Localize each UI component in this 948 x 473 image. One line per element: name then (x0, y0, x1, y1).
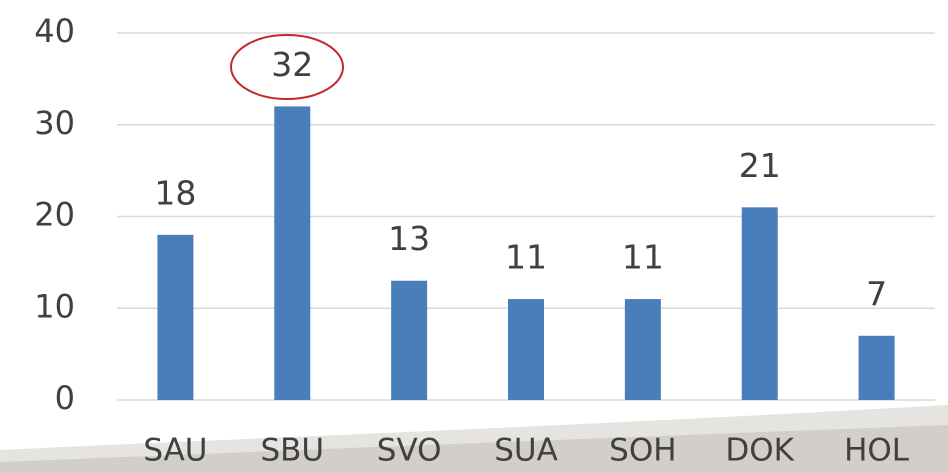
bar (624, 299, 661, 400)
bar (157, 234, 194, 400)
data-label: 21 (739, 146, 781, 185)
y-tick-label: 30 (34, 104, 75, 142)
bar (274, 106, 311, 401)
data-label: 13 (388, 219, 430, 258)
bar (858, 335, 895, 400)
x-tick-label: SOH (609, 433, 676, 469)
x-tick-label: HOL (844, 433, 910, 469)
x-tick-label: DOK (725, 433, 794, 469)
y-tick-label: 40 (34, 12, 75, 50)
highlight-ellipse (230, 34, 344, 100)
y-tick-label: 0 (55, 379, 75, 417)
y-tick-label: 20 (34, 196, 75, 234)
bar (391, 280, 428, 400)
data-label: 32 (271, 45, 313, 84)
data-label: 18 (154, 173, 196, 212)
plot-area: 0 10 20 30 40 SAU 18 SBU 32 SVO 13 SUA 11 SOH 11 DOK 21 H… (34, 12, 935, 469)
data-label: 7 (866, 274, 887, 313)
x-tick-label: SUA (494, 433, 558, 469)
background-swoosh (0, 425, 948, 473)
bar (741, 207, 778, 400)
bar (508, 299, 544, 400)
data-label: 11 (505, 238, 547, 277)
x-tick-label: SVO (377, 433, 442, 469)
y-tick-label: 10 (34, 287, 75, 325)
x-tick-label: SBU (260, 433, 324, 469)
data-label: 11 (622, 238, 664, 277)
x-tick-label: SAU (143, 433, 207, 469)
